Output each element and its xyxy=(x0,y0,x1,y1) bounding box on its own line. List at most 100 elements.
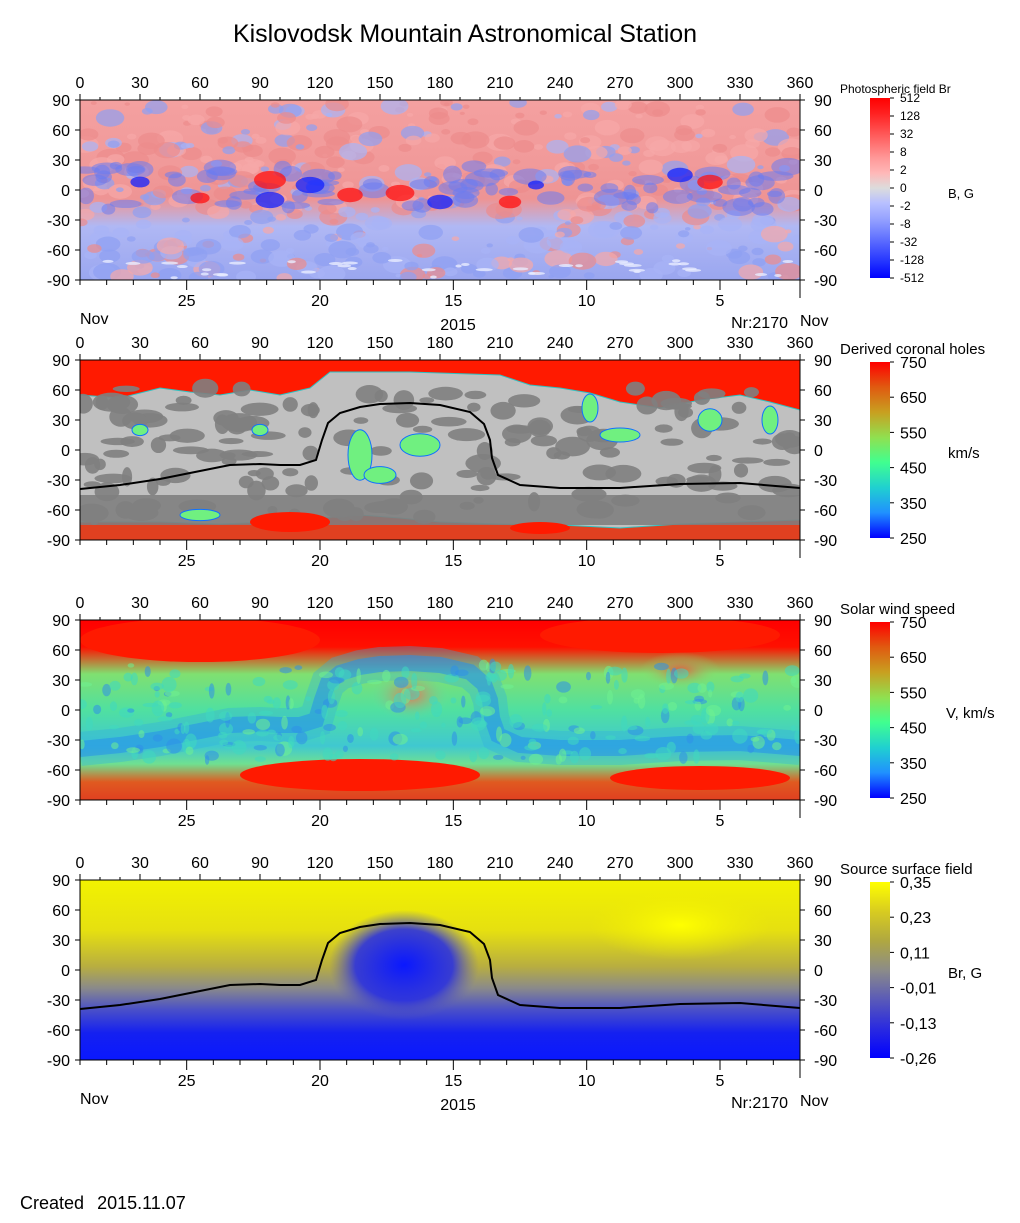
wind-texture xyxy=(429,696,438,705)
photo-patch xyxy=(693,224,701,230)
photospheric-map xyxy=(80,100,800,280)
wind-texture xyxy=(783,704,792,711)
photo-blue-patch xyxy=(583,171,597,178)
wind-texture xyxy=(567,736,579,746)
wind-texture xyxy=(790,674,800,688)
photo-patch xyxy=(137,142,158,155)
dark-grey-patch xyxy=(470,484,490,492)
wind-texture xyxy=(183,721,190,734)
colorbar-tick-label: -32 xyxy=(900,235,918,249)
photo-patch xyxy=(670,139,693,154)
photo-speckle xyxy=(668,262,682,266)
wind-texture xyxy=(528,753,544,765)
holes-south-band xyxy=(80,525,800,540)
wind-texture xyxy=(658,682,675,690)
photo-speckle xyxy=(685,268,702,272)
wind-texture xyxy=(573,727,585,735)
photo-blue-patch xyxy=(281,200,296,214)
colorbar-unit-label: V, km/s xyxy=(946,705,995,722)
wind-texture xyxy=(667,701,678,711)
photo-patch xyxy=(394,164,422,181)
photo-patch xyxy=(135,219,152,229)
dark-grey-patch xyxy=(238,475,254,489)
wind-texture xyxy=(430,701,443,718)
date-tick-label: 25 xyxy=(178,813,196,830)
photo-blue-patch xyxy=(748,171,765,187)
dark-grey-patch xyxy=(412,425,433,433)
latitude-tick-label-left: 0 xyxy=(61,443,70,460)
colorbar-unit-label: B, G xyxy=(948,186,974,201)
photo-patch xyxy=(358,131,383,147)
longitude-tick-label: 360 xyxy=(787,335,814,352)
photo-patch xyxy=(132,206,152,219)
photo-patch xyxy=(476,257,499,272)
photo-patch xyxy=(687,203,712,219)
active-region xyxy=(498,195,522,209)
photo-speckle xyxy=(528,271,536,275)
photo-patch xyxy=(462,104,470,109)
wind-texture xyxy=(605,735,616,740)
photo-patch xyxy=(233,141,253,153)
wind-texture xyxy=(523,665,532,681)
photo-patch xyxy=(262,226,274,234)
wind-texture xyxy=(524,744,539,751)
dark-grey-patch xyxy=(504,438,521,447)
panel-title: Photospheric field Br xyxy=(840,82,951,96)
wind-texture xyxy=(165,712,173,718)
photo-patch xyxy=(701,128,716,138)
photo-patch xyxy=(399,271,417,280)
photo-patch xyxy=(570,216,584,225)
dark-grey-patch xyxy=(122,467,133,487)
wind-texture xyxy=(334,667,345,678)
wind-texture xyxy=(684,720,698,726)
photo-patch xyxy=(699,225,714,235)
wind-texture xyxy=(357,727,364,737)
photo-patch xyxy=(268,147,296,165)
photo-speckle xyxy=(337,264,352,268)
date-tick-label: 5 xyxy=(716,1073,725,1090)
wind-texture xyxy=(138,730,145,738)
year-label: 2015 xyxy=(440,317,476,334)
photo-patch xyxy=(680,114,705,129)
wind-texture xyxy=(419,721,428,729)
photo-patch xyxy=(649,224,659,230)
latitude-tick-label-left: 30 xyxy=(52,673,70,690)
wind-texture xyxy=(621,667,628,683)
photo-blue-patch xyxy=(401,200,424,211)
colorbar-tick-label: 550 xyxy=(900,425,927,442)
date-tick-label: 20 xyxy=(311,553,329,570)
dark-grey-patch xyxy=(506,425,536,434)
photo-patch xyxy=(131,249,155,264)
photo-patch xyxy=(718,216,743,232)
wind-texture xyxy=(607,689,613,705)
wind-texture xyxy=(607,666,623,676)
photo-patch xyxy=(84,251,97,260)
wind-texture xyxy=(254,756,266,762)
colorbar-unit-label: Br, G xyxy=(948,965,982,982)
photo-patch xyxy=(760,225,788,243)
colorbar-tick-label: 0,11 xyxy=(900,945,930,962)
wind-texture xyxy=(494,669,507,681)
latitude-tick-label-right: -60 xyxy=(814,243,837,260)
photo-patch xyxy=(366,242,375,248)
wind-texture xyxy=(369,727,379,741)
date-tick-label: 20 xyxy=(311,293,329,310)
photo-speckle xyxy=(387,258,403,262)
wind-texture xyxy=(389,753,399,761)
latitude-tick-label-right: -60 xyxy=(814,503,837,520)
latitude-tick-label-left: -30 xyxy=(47,473,70,490)
wind-texture xyxy=(726,718,734,727)
photo-speckle xyxy=(200,272,209,276)
colorbar-tick-label: -8 xyxy=(900,217,911,231)
photo-blue-patch xyxy=(196,169,218,184)
page-title: Kislovodsk Mountain Astronomical Station xyxy=(232,20,698,48)
wind-texture xyxy=(558,748,567,762)
colorbar-tick-label: 8 xyxy=(900,145,907,159)
dark-grey-patch xyxy=(221,413,258,433)
longitude-tick-label: 210 xyxy=(487,855,514,872)
photo-patch xyxy=(195,238,222,255)
latitude-tick-label-left: -60 xyxy=(47,243,70,260)
latitude-tick-label-right: -60 xyxy=(814,1023,837,1040)
colorbar-unit-label: km/s xyxy=(948,445,980,462)
